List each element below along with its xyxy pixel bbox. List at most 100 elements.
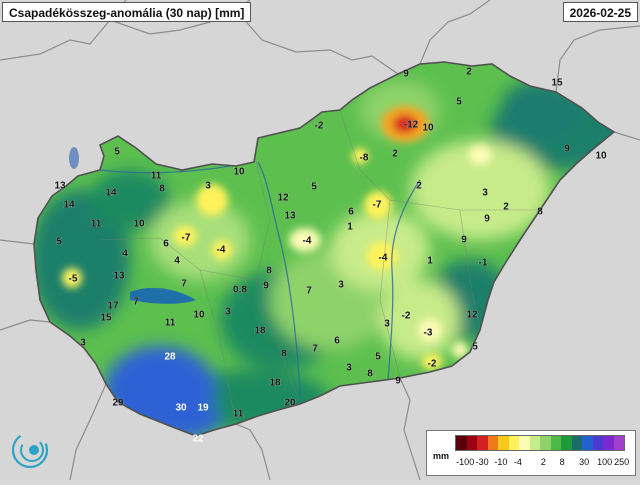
station-value-label: 3 bbox=[384, 319, 390, 330]
station-value-label: 7 bbox=[312, 344, 318, 355]
station-value-label: 15 bbox=[551, 78, 563, 89]
station-value-label: 12 bbox=[277, 193, 289, 204]
legend-tick-label: 100 bbox=[597, 457, 613, 467]
legend-swatch bbox=[487, 436, 498, 450]
station-value-label: 4 bbox=[174, 256, 180, 267]
station-value-label: 10 bbox=[422, 123, 434, 134]
station-value-label: -2 bbox=[402, 311, 411, 322]
station-value-label: 19 bbox=[197, 403, 209, 414]
station-value-label: 6 bbox=[334, 336, 340, 347]
legend-swatch bbox=[498, 436, 509, 450]
station-value-label: 3 bbox=[346, 363, 352, 374]
station-value-label: 7 bbox=[306, 286, 312, 297]
station-value-label: 29 bbox=[112, 398, 124, 409]
station-value-label: 5 bbox=[375, 352, 381, 363]
station-value-label: 8 bbox=[266, 266, 272, 277]
legend-tick-label: -4 bbox=[513, 457, 522, 467]
legend-swatch bbox=[582, 436, 593, 450]
station-value-label: 9 bbox=[484, 214, 490, 225]
station-value-label: 7 bbox=[133, 297, 139, 308]
station-value-label: 5 bbox=[456, 97, 462, 108]
station-value-label: 2 bbox=[503, 202, 509, 213]
station-value-label: 30 bbox=[175, 403, 187, 414]
station-value-label: -3 bbox=[424, 328, 433, 339]
station-value-label: 1 bbox=[347, 222, 353, 233]
station-value-label: 11 bbox=[233, 409, 244, 420]
station-value-label: 13 bbox=[284, 211, 296, 222]
legend-swatch bbox=[466, 436, 477, 450]
station-value-label: 0.8 bbox=[233, 285, 247, 296]
station-value-label: 9 bbox=[403, 69, 409, 80]
station-value-label: -8 bbox=[360, 153, 369, 164]
legend-swatch bbox=[603, 436, 614, 450]
station-value-label: 17 bbox=[107, 301, 119, 312]
legend-swatch bbox=[592, 436, 603, 450]
station-value-label: 18 bbox=[269, 378, 281, 389]
station-value-label: -5 bbox=[69, 274, 78, 285]
map-date: 2026-02-25 bbox=[562, 2, 638, 22]
station-value-label: 10 bbox=[133, 219, 145, 230]
station-value-label: 9 bbox=[263, 281, 269, 292]
station-value-label: -2 bbox=[428, 359, 437, 370]
station-value-label: 13 bbox=[113, 271, 125, 282]
legend-swatch bbox=[550, 436, 561, 450]
station-value-label: -4 bbox=[379, 253, 388, 264]
map-lakes bbox=[130, 287, 196, 304]
station-value-label: 1 bbox=[427, 256, 433, 267]
station-value-label: 11 bbox=[91, 219, 102, 230]
legend-swatch bbox=[571, 436, 582, 450]
station-value-label: 10 bbox=[595, 151, 607, 162]
legend-swatch bbox=[508, 436, 519, 450]
station-value-label: 11 bbox=[151, 171, 162, 182]
station-value-label: 3 bbox=[482, 188, 488, 199]
station-value-label: 3 bbox=[338, 280, 344, 291]
station-value-label: 9 bbox=[395, 376, 401, 387]
legend-tick-label: 30 bbox=[579, 457, 590, 467]
legend-swatch bbox=[540, 436, 551, 450]
station-value-label: 9 bbox=[564, 144, 570, 155]
station-value-label: 4 bbox=[122, 249, 128, 260]
station-value-label: 28 bbox=[164, 352, 176, 363]
legend-ticks: -100 -30 -10 -4 2 8 30 100 250 bbox=[455, 457, 629, 471]
station-value-label: -12 bbox=[404, 120, 419, 131]
station-value-label: 13 bbox=[54, 181, 66, 192]
map-title: Csapadékösszeg-anomália (30 nap) [mm] bbox=[2, 2, 252, 22]
legend-tick-label: 250 bbox=[614, 457, 630, 467]
county-borders bbox=[99, 109, 540, 425]
station-value-label: 10 bbox=[193, 310, 205, 321]
station-value-label: 18 bbox=[254, 326, 266, 337]
station-value-label: 5 bbox=[311, 182, 317, 193]
station-value-label: 3 bbox=[205, 181, 211, 192]
lakes bbox=[69, 147, 79, 169]
station-value-label: 15 bbox=[100, 313, 112, 324]
station-value-label: -2 bbox=[315, 121, 324, 132]
legend-swatch bbox=[456, 436, 467, 450]
legend-tick-label: 8 bbox=[559, 457, 565, 467]
station-value-label: 8 bbox=[537, 207, 543, 218]
station-value-label: 2 bbox=[466, 67, 472, 78]
station-value-label: 5 bbox=[56, 237, 62, 248]
legend-tick-label: -10 bbox=[494, 457, 508, 467]
legend-swatch bbox=[477, 436, 488, 450]
station-value-label: 9 bbox=[461, 235, 467, 246]
station-value-label: -7 bbox=[182, 233, 191, 244]
station-value-label: 7 bbox=[181, 279, 187, 290]
station-value-label: 12 bbox=[466, 310, 478, 321]
station-value-label: 2 bbox=[392, 149, 398, 160]
station-value-label: 8 bbox=[367, 369, 373, 380]
legend-swatch bbox=[561, 436, 572, 450]
station-value-label: 5 bbox=[472, 342, 478, 353]
station-value-label: 2 bbox=[416, 181, 422, 192]
station-value-label: 8 bbox=[159, 184, 165, 195]
station-value-label: 11 bbox=[165, 318, 176, 329]
station-value-label: 6 bbox=[348, 207, 354, 218]
hungary-border bbox=[33, 61, 616, 437]
station-value-label: 3 bbox=[225, 307, 231, 318]
legend-unit: mm bbox=[433, 451, 450, 461]
station-value-label: -7 bbox=[373, 200, 382, 211]
legend-tick-label: -30 bbox=[475, 457, 489, 467]
station-value-label: -4 bbox=[303, 236, 312, 247]
